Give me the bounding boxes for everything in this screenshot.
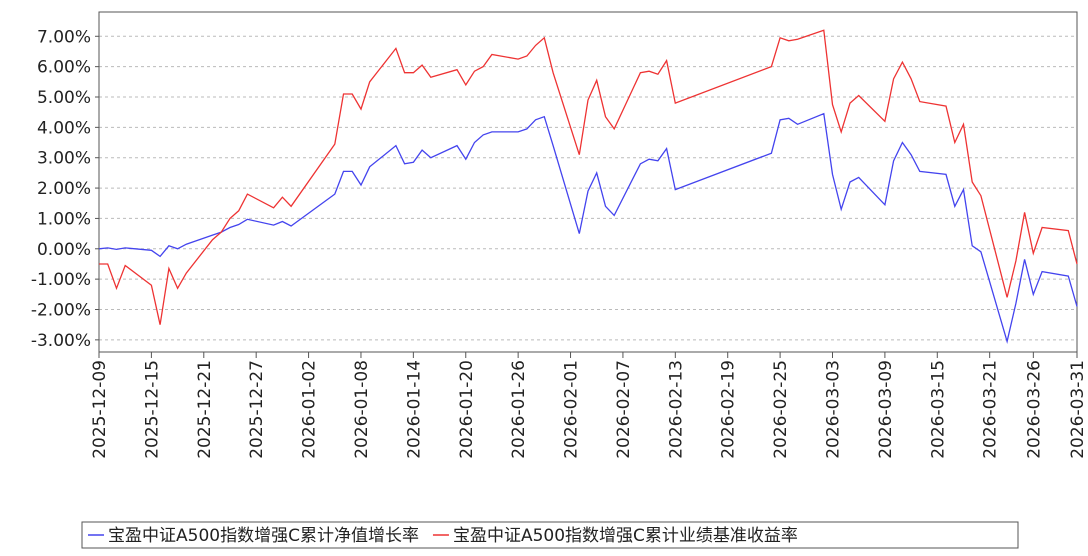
y-tick-label: 1.00%: [37, 209, 91, 229]
x-tick-label: 2026-03-15: [928, 360, 948, 459]
x-tick-label: 2025-12-09: [90, 360, 110, 459]
x-tick-label: 2025-12-15: [142, 360, 162, 459]
legend-label: 宝盈中证A500指数增强C累计净值增长率: [108, 526, 419, 546]
x-tick-label: 2026-01-14: [404, 360, 424, 459]
y-tick-label: -1.00%: [31, 270, 91, 290]
x-tick-label: 2026-03-31: [1068, 360, 1088, 459]
y-tick-label: 3.00%: [37, 149, 91, 169]
x-tick-label: 2025-12-27: [247, 360, 267, 459]
y-tick-label: 5.00%: [37, 88, 91, 108]
data-line: [98, 112, 1078, 344]
x-tick-label: 2026-01-02: [300, 360, 320, 459]
legend-label: 宝盈中证A500指数增强C累计业绩基准收益率: [453, 526, 798, 546]
legend-box: [81, 521, 1019, 549]
x-tick-label: 2026-03-26: [1024, 360, 1044, 459]
x-tick-label: 2026-03-09: [876, 360, 896, 459]
x-tick-label: 2026-01-26: [509, 360, 529, 459]
x-tick-label: 2026-03-21: [981, 360, 1001, 459]
x-tick-label: 2025-12-21: [195, 360, 215, 459]
y-tick-label: 6.00%: [37, 58, 91, 78]
x-tick-label: 2026-02-13: [666, 360, 686, 459]
y-tick-label: -2.00%: [31, 301, 91, 321]
y-tick-label: -3.00%: [31, 331, 91, 351]
y-tick-label: 2.00%: [37, 179, 91, 199]
y-tick-label: 7.00%: [37, 27, 91, 47]
x-tick-label: 2026-01-20: [457, 360, 477, 459]
x-tick-label: 2026-02-19: [719, 360, 739, 459]
plot-frame: [98, 11, 1078, 353]
x-tick-label: 2026-03-03: [824, 360, 844, 459]
x-tick-label: 2026-02-01: [562, 360, 582, 459]
data-line: [99, 29, 1078, 325]
x-tick-label: 2026-02-07: [614, 360, 634, 459]
x-tick-label: 2026-01-08: [352, 360, 372, 459]
y-tick-label: 4.00%: [37, 118, 91, 138]
x-tick-label: 2026-02-25: [771, 360, 791, 459]
y-tick-label: 0.00%: [37, 240, 91, 260]
